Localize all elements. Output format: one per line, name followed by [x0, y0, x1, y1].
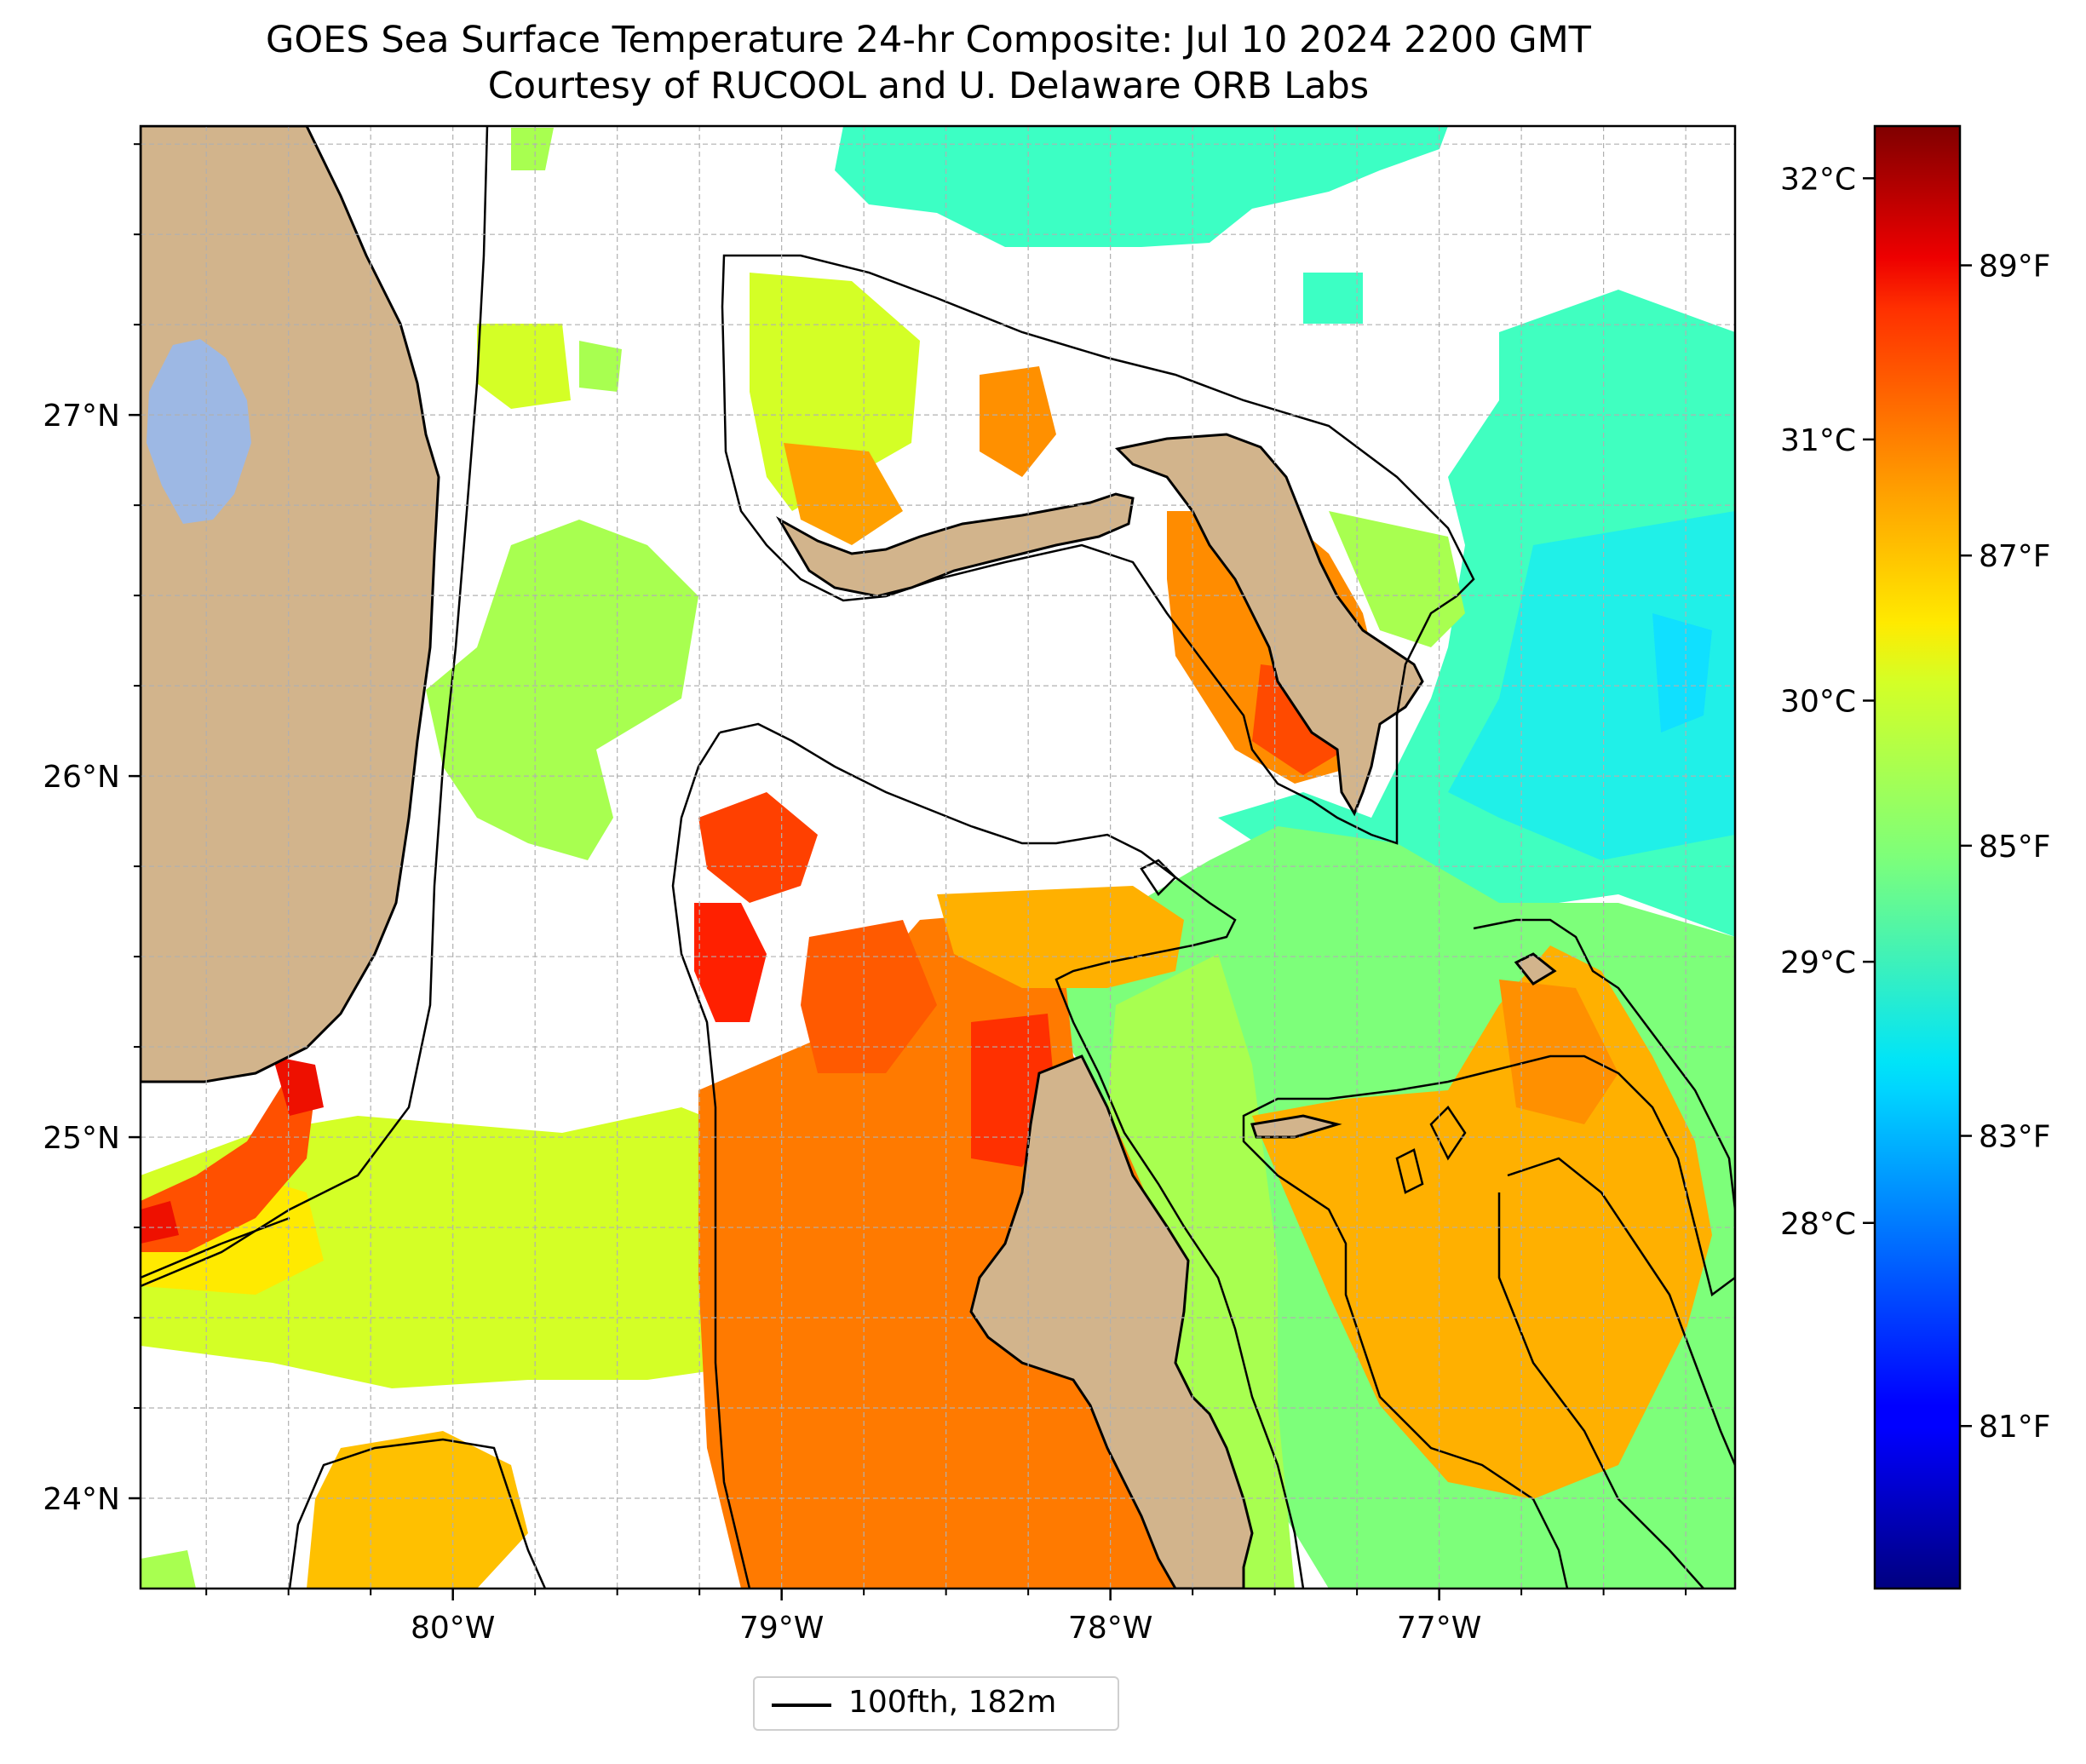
colorbar-celsius-label: 28°C	[1780, 1207, 1856, 1242]
colorbar-frame	[1873, 124, 1962, 1590]
map-panel: 27°N 26°N 25°N 24°N 80°W 79°W 78°W 77°W	[43, 124, 1737, 1646]
lon-tick-label: 77°W	[1397, 1611, 1481, 1646]
graticule-gridlines	[141, 126, 1735, 1589]
colorbar-fahrenheit-label: 83°F	[1979, 1120, 2051, 1155]
eleuthera-land	[1514, 952, 1557, 985]
contour-exuma-inner	[1507, 1157, 1735, 1466]
colorbar-gradient	[1875, 126, 1960, 1589]
lat-tick-label: 26°N	[43, 760, 120, 795]
lat-tick-label: 24°N	[43, 1482, 120, 1517]
colorbar-fahrenheit-ticks: 81°F 83°F 85°F 87°F 89°F	[1960, 250, 2051, 1445]
lon-tick-label: 78°W	[1068, 1611, 1152, 1646]
colorbar-celsius-label: 30°C	[1780, 685, 1856, 720]
new-providence-land	[1250, 1114, 1342, 1139]
contour-little-bahama-bank	[721, 254, 1475, 845]
lat-tick-label: 25°N	[43, 1121, 120, 1156]
colorbar-celsius-label: 32°C	[1780, 162, 1856, 197]
map-subtitle: Courtesy of RUCOOL and U. Delaware ORB L…	[487, 65, 1370, 107]
legend-label: 100fth, 182m	[848, 1685, 1057, 1720]
abaco-land	[1114, 433, 1424, 817]
grand-bahama-land	[775, 492, 1135, 598]
legend-contour-swatch	[772, 1704, 831, 1707]
map-title: GOES Sea Surface Temperature 24-hr Compo…	[266, 19, 1591, 61]
contour-tongue-west	[671, 732, 751, 1589]
contour-keys	[141, 1216, 290, 1279]
colorbar-fahrenheit-label: 87°F	[1979, 539, 2051, 574]
map-legend: 100fth, 182m	[753, 1676, 1119, 1731]
lon-tick-label: 79°W	[739, 1611, 824, 1646]
contour-exuma-east	[1497, 1192, 1704, 1589]
map-frame	[139, 124, 1737, 1590]
longitude-ticks: 80°W 79°W 78°W 77°W	[205, 1589, 1687, 1646]
colorbar-fahrenheit-label: 85°F	[1979, 830, 2051, 865]
colorbar-celsius-label: 29°C	[1780, 945, 1856, 980]
colorbar-fahrenheit-label: 89°F	[1979, 250, 2051, 284]
contour-berry-islands	[1140, 859, 1177, 896]
colorbar-fahrenheit-label: 81°F	[1979, 1410, 2051, 1445]
lake-okeechobee	[147, 339, 251, 524]
andros-land	[969, 1054, 1254, 1589]
lon-tick-label: 80°W	[411, 1611, 495, 1646]
colorbar-celsius-label: 31°C	[1780, 423, 1856, 458]
lat-tick-label: 27°N	[43, 399, 120, 434]
land-masses	[141, 126, 1557, 1589]
contour-cay-sal	[288, 1438, 547, 1589]
colorbar-celsius-ticks: 28°C 29°C 30°C 31°C 32°C	[1780, 162, 1875, 1242]
latitude-ticks: 27°N 26°N 25°N 24°N	[43, 143, 141, 1517]
contour-florida-straits	[141, 126, 489, 1288]
contour-small-2	[1395, 1148, 1424, 1194]
contour-small-1	[1429, 1106, 1467, 1161]
colorbar: 28°C 29°C 30°C 31°C 32°C 81°F 83°F 85°F 87°F 89°…	[1780, 124, 2051, 1590]
